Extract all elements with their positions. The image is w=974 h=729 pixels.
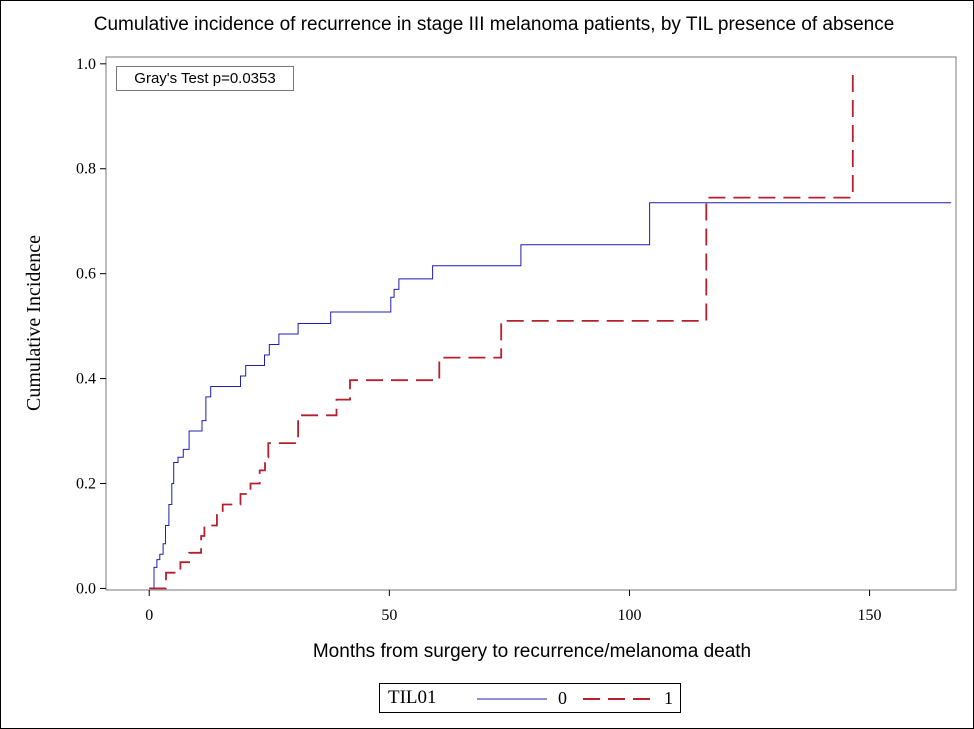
- legend-line-series-1: [583, 698, 657, 700]
- x-axis-title: Months from surgery to recurrence/melano…: [312, 641, 752, 662]
- y-axis-title: Cumulative Incidence: [23, 235, 45, 411]
- legend-label-series-0: 0: [558, 688, 567, 708]
- series-line-1: [149, 71, 854, 590]
- y-tick-label: 1.0: [76, 56, 96, 73]
- x-tick-label: 100: [617, 607, 641, 624]
- legend-line-series-0: [477, 698, 547, 700]
- y-tick-label: 0.4: [76, 371, 96, 388]
- axis-ticks: 0.0 0.2 0.4 0.6 0.8 1.0 0 50 100 150: [76, 56, 882, 624]
- legend-title: TIL01: [388, 687, 437, 708]
- x-tick-label: 0: [145, 607, 153, 624]
- legend: TIL01 0 1: [379, 683, 681, 713]
- chart-title: Cumulative incidence of recurrence in st…: [93, 14, 895, 35]
- plot-border: [105, 56, 957, 591]
- x-tick-label: 50: [381, 607, 397, 624]
- y-tick-label: 0.6: [76, 266, 96, 283]
- x-tick-label: 150: [858, 607, 882, 624]
- y-tick-label: 0.0: [76, 580, 96, 597]
- grays-test-annotation: Gray's Test p=0.0353: [116, 66, 294, 91]
- y-tick-label: 0.2: [76, 476, 96, 493]
- y-tick-label: 0.8: [76, 161, 96, 178]
- series-group: [149, 71, 952, 590]
- series-line-0: [149, 202, 952, 589]
- legend-label-series-1: 1: [664, 688, 673, 708]
